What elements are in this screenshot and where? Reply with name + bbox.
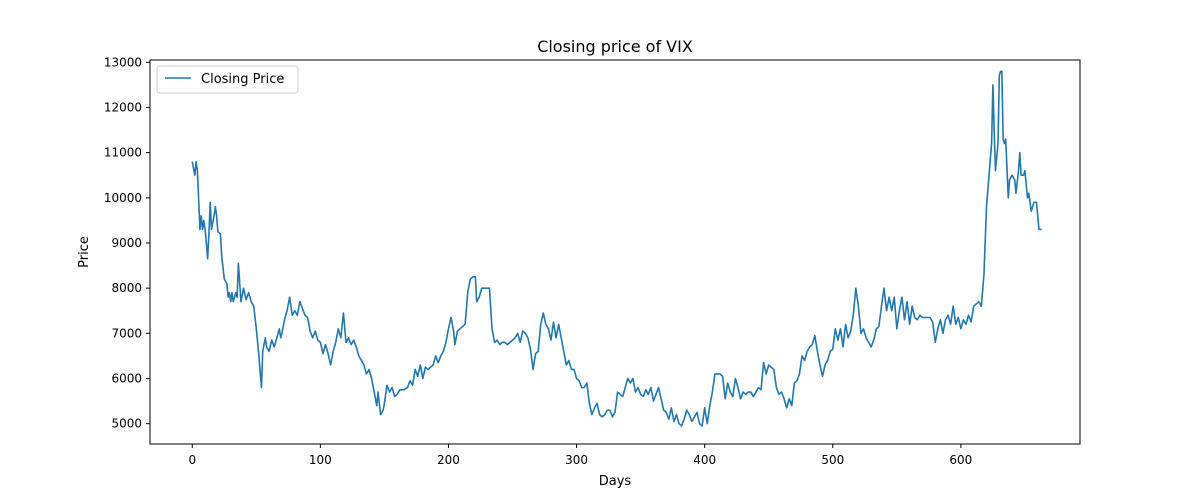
chart-title: Closing price of VIX (537, 37, 693, 56)
plot-frame (149, 59, 1081, 445)
plot-area: 0 100 200 300 400 500 600 5000 6000 7000 8000 9000… (104, 55, 1081, 467)
y-tick-label: 8000 (111, 281, 142, 295)
x-axis: 0 100 200 300 400 500 600 (188, 444, 972, 467)
y-tick-label: 7000 (111, 326, 142, 340)
legend: Closing Price (156, 65, 299, 94)
x-axis-label: Days (599, 474, 632, 489)
x-tick-label: 600 (949, 453, 972, 467)
y-tick-label: 12000 (104, 100, 142, 114)
y-tick-label: 5000 (111, 417, 142, 431)
x-tick-label: 200 (437, 453, 460, 467)
y-tick-label: 6000 (111, 371, 142, 385)
x-tick-label: 400 (693, 453, 716, 467)
legend-label: Closing Price (201, 72, 284, 87)
x-tick-label: 100 (309, 453, 332, 467)
y-tick-label: 10000 (104, 191, 142, 205)
closing-price-line (191, 70, 1042, 427)
y-tick-label: 13000 (104, 55, 142, 69)
x-tick-label: 0 (188, 453, 196, 467)
y-tick-label: 11000 (104, 146, 142, 160)
y-axis-label: Price (77, 236, 92, 268)
x-tick-label: 500 (821, 453, 844, 467)
legend-box (156, 65, 299, 94)
x-tick-label: 300 (565, 453, 588, 467)
y-tick-label: 9000 (111, 236, 142, 250)
y-axis: 5000 6000 7000 8000 9000 10000 11000 12000 13000 (104, 55, 150, 431)
